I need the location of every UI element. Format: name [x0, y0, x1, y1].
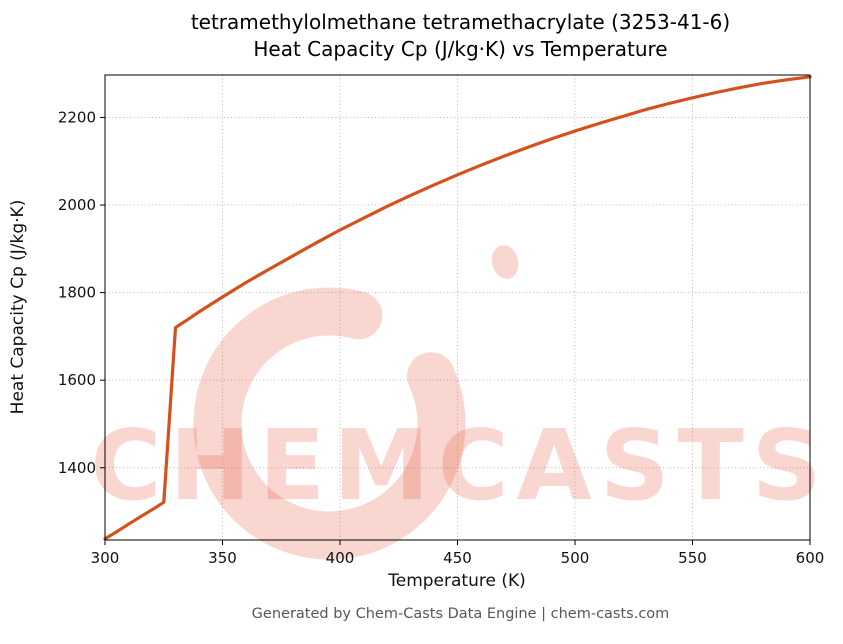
chart-title: tetramethylolmethane tetramethacrylate (… — [0, 9, 843, 62]
footer-credit: Generated by Chem-Casts Data Engine | ch… — [251, 606, 670, 622]
x-tick-label: 500 — [561, 549, 590, 567]
watermark-logo-dot — [491, 245, 519, 279]
y-tick-label: 1800 — [58, 284, 96, 302]
plot-border — [104, 74, 811, 541]
x-tick-label: 600 — [796, 549, 825, 567]
grid-lines — [104, 75, 811, 540]
watermark-logo-arc — [193, 287, 466, 560]
axes — [100, 74, 811, 545]
series-line — [103, 75, 812, 541]
x-tick-label: 300 — [91, 549, 120, 567]
x-tick-label: 450 — [443, 549, 472, 567]
watermark-text: CHEMCASTS — [90, 409, 829, 522]
y-axis-label: Heat Capacity Cp (J/kg·K) — [8, 200, 28, 415]
chart-title-line2: Heat Capacity Cp (J/kg·K) vs Temperature — [253, 36, 668, 61]
x-axis-label: Temperature (K) — [387, 571, 526, 591]
x-tick-label: 550 — [678, 549, 707, 567]
watermark: CHEMCASTS — [90, 245, 829, 560]
chart-title-line1: tetramethylolmethane tetramethacrylate (… — [190, 10, 731, 34]
tick-labels: 300 350 400 450 500 550 600 1400 1600 1800 2000 220… — [58, 108, 825, 567]
y-tick-label: 2200 — [58, 108, 96, 126]
y-tick-label: 2000 — [58, 196, 96, 214]
x-tick-label: 350 — [208, 549, 237, 567]
plot-area: CHEMCASTS 300 350 400 450 500 550 600 1400 1600 1… — [8, 74, 829, 591]
data-series — [103, 75, 812, 541]
x-tick-label: 400 — [326, 549, 355, 567]
y-tick-label: 1600 — [58, 371, 96, 389]
y-tick-label: 1400 — [58, 459, 96, 477]
